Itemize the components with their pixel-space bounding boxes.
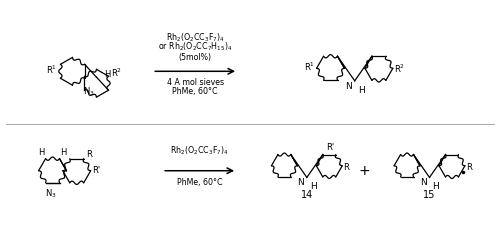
Text: R$^2$: R$^2$	[112, 67, 122, 79]
Text: PhMe, 60°C: PhMe, 60°C	[172, 87, 218, 96]
Text: N: N	[420, 178, 426, 187]
Text: N$_3$: N$_3$	[44, 188, 56, 200]
Text: N: N	[297, 178, 304, 187]
Text: or Rh$_2$(O$_2$CC$_7$H$_{15}$)$_4$: or Rh$_2$(O$_2$CC$_7$H$_{15}$)$_4$	[158, 41, 232, 53]
Text: 14: 14	[300, 190, 313, 200]
Text: R: R	[344, 163, 349, 172]
Text: R$^2$: R$^2$	[394, 62, 405, 75]
Text: R$^1$: R$^1$	[304, 60, 314, 73]
Text: Rh$_2$(O$_2$CC$_3$F$_7$)$_4$: Rh$_2$(O$_2$CC$_3$F$_7$)$_4$	[166, 32, 224, 45]
Text: H: H	[358, 86, 364, 95]
Text: N$_3$: N$_3$	[82, 85, 94, 98]
Text: H: H	[432, 182, 439, 191]
Text: H: H	[60, 148, 67, 157]
Text: PhMe, 60°C: PhMe, 60°C	[177, 178, 222, 187]
Text: R: R	[466, 163, 472, 172]
Text: R': R'	[326, 142, 334, 152]
Text: N: N	[345, 82, 352, 91]
Text: H: H	[104, 70, 111, 79]
Text: 4 A mol sieves: 4 A mol sieves	[166, 78, 224, 87]
Text: (5mol%): (5mol%)	[178, 53, 212, 62]
Text: H: H	[38, 148, 44, 157]
Text: R$^1$: R$^1$	[46, 63, 56, 76]
Text: R: R	[86, 150, 91, 159]
Text: +: +	[359, 164, 370, 178]
Text: H: H	[310, 182, 316, 191]
Text: 15: 15	[424, 190, 436, 200]
Text: Rh$_2$(O$_2$CC$_3$F$_7$)$_4$: Rh$_2$(O$_2$CC$_3$F$_7$)$_4$	[170, 144, 229, 157]
Text: R': R'	[92, 166, 100, 175]
